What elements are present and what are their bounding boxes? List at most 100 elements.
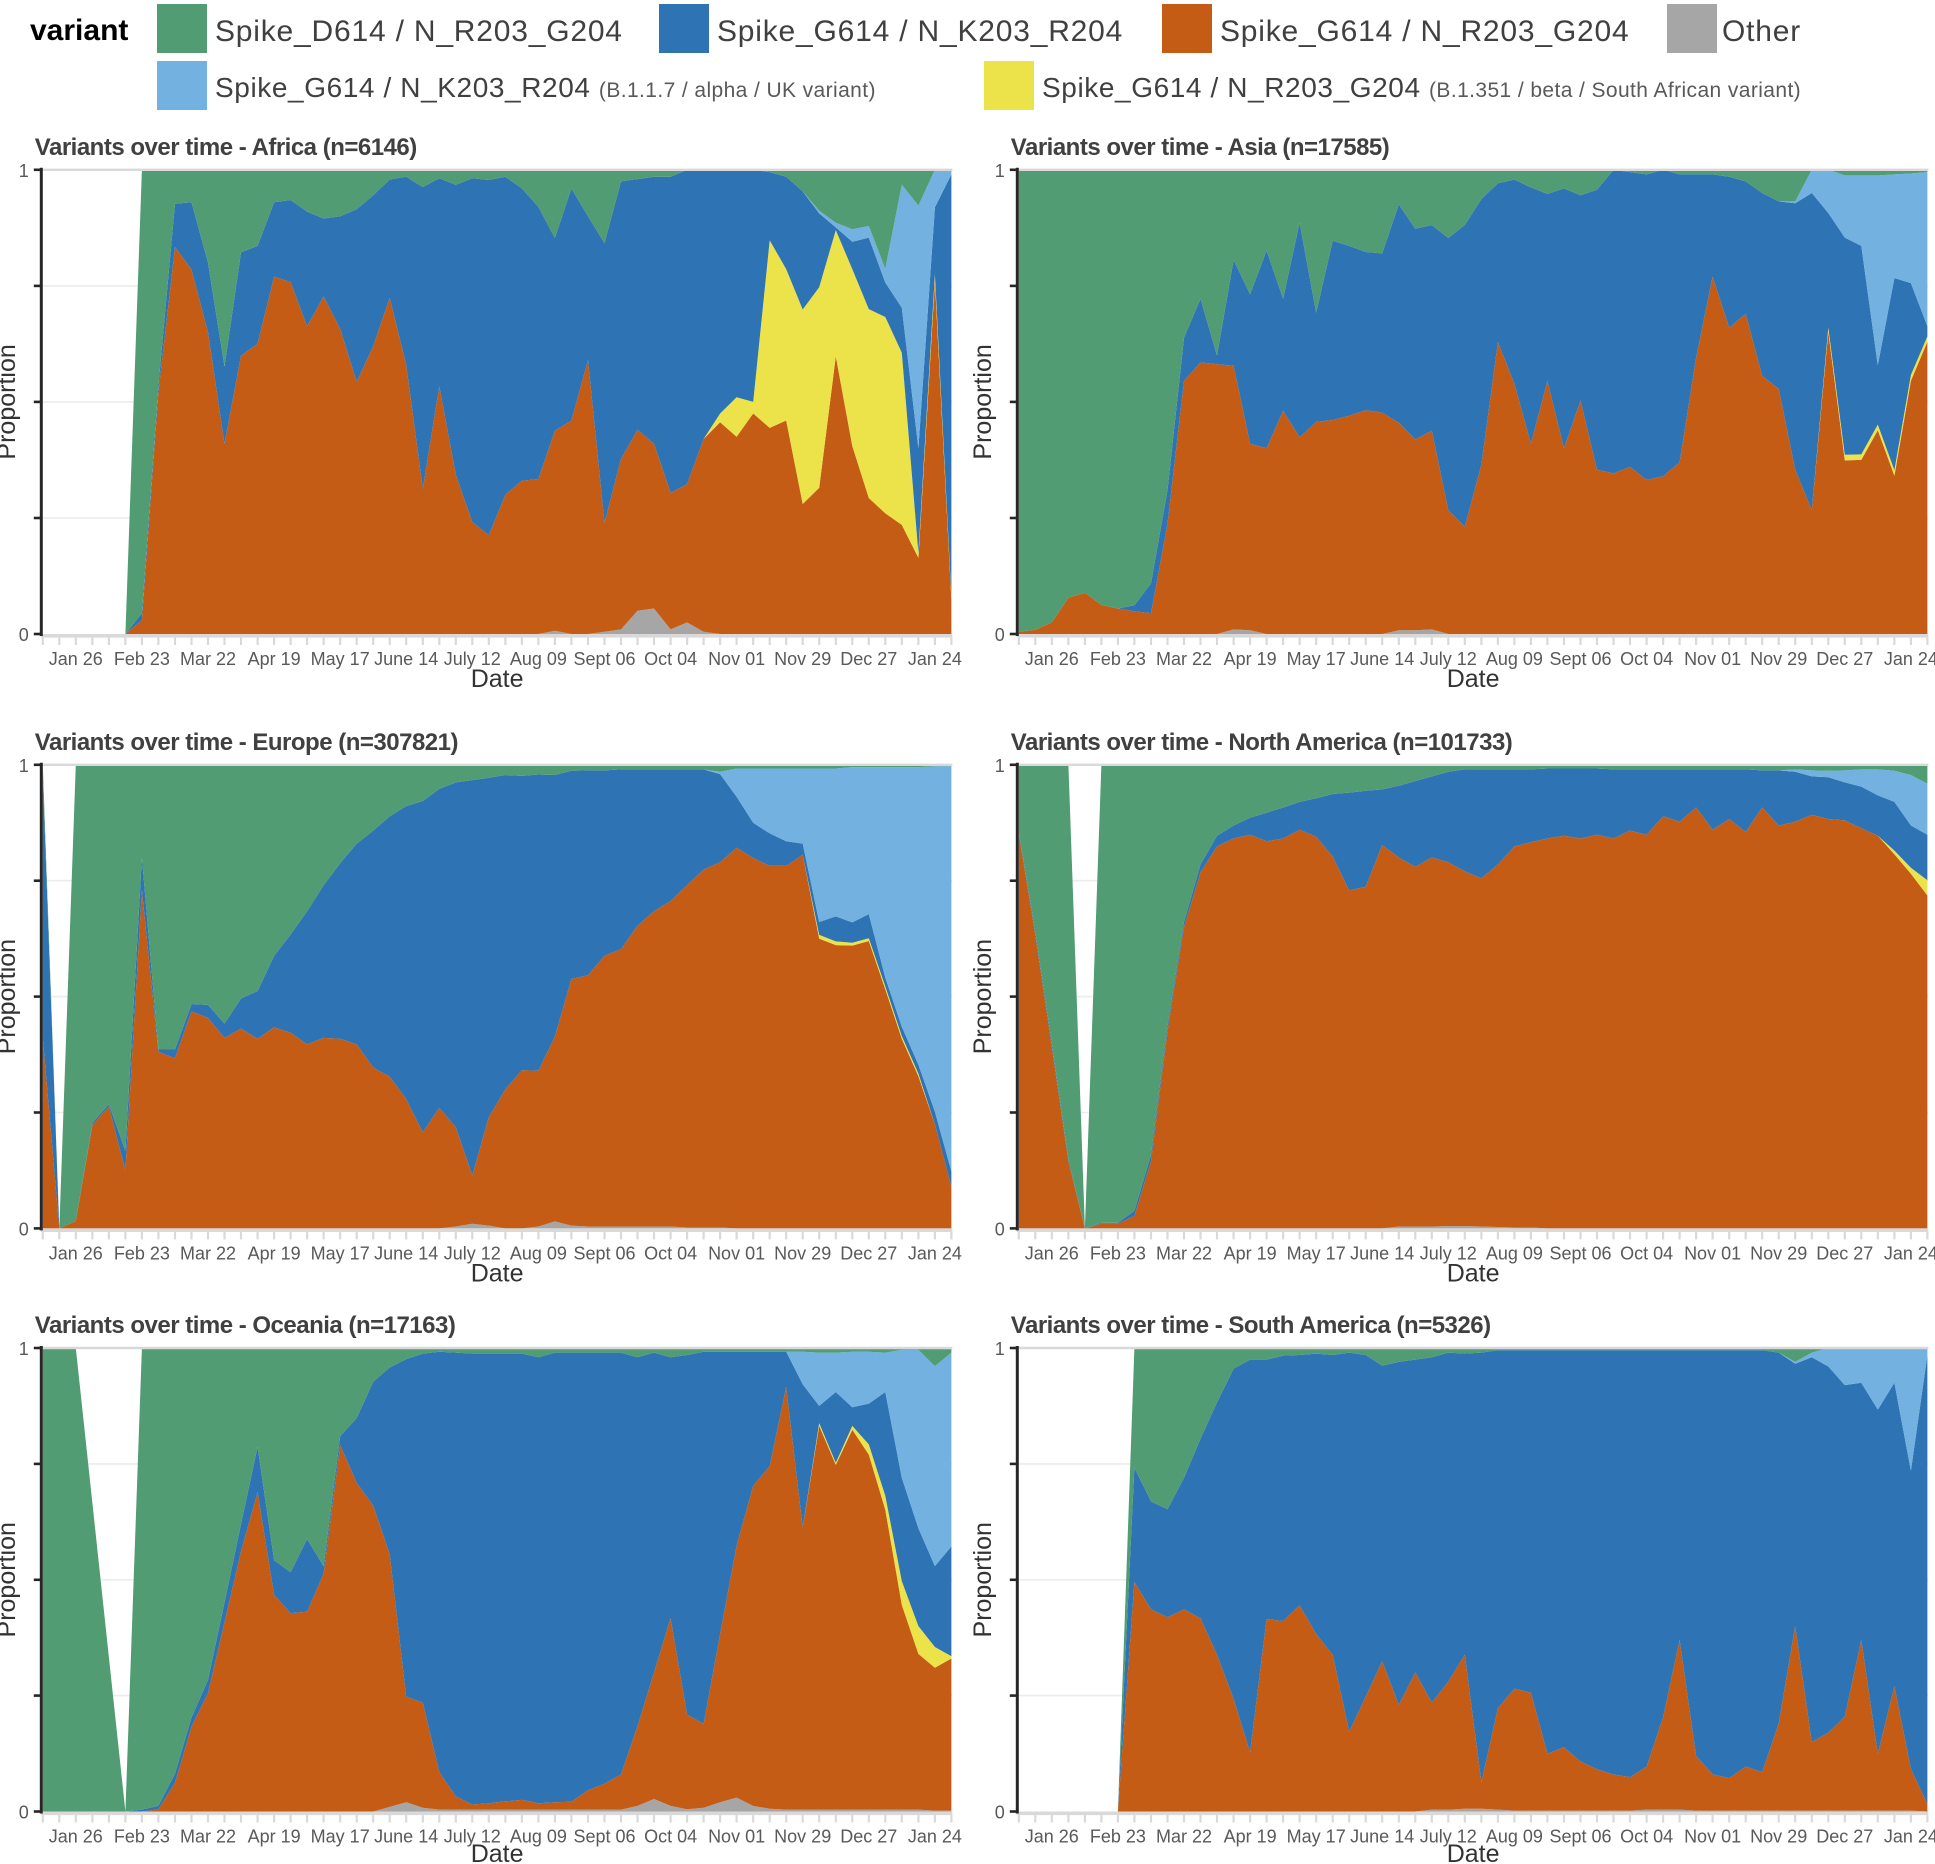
svg-text:Oct 04: Oct 04 <box>644 1243 697 1263</box>
svg-text:Sept 06: Sept 06 <box>573 649 635 669</box>
svg-text:Sept 06: Sept 06 <box>1549 649 1611 669</box>
svg-text:Date: Date <box>1447 1840 1500 1864</box>
svg-text:Sept 06: Sept 06 <box>573 1827 635 1847</box>
svg-text:Variants over time - North Ame: Variants over time - North America (n=10… <box>1011 729 1513 756</box>
svg-text:May 17: May 17 <box>311 1243 370 1263</box>
svg-text:Jan 24: Jan 24 <box>908 1827 962 1847</box>
svg-text:Feb 23: Feb 23 <box>114 1827 170 1847</box>
svg-text:Dec 27: Dec 27 <box>840 1243 897 1263</box>
svg-text:Mar 22: Mar 22 <box>1156 1243 1212 1263</box>
svg-text:Oct 04: Oct 04 <box>1620 1243 1673 1263</box>
svg-text:Nov 01: Nov 01 <box>1684 649 1741 669</box>
svg-text:Dec 27: Dec 27 <box>840 649 897 669</box>
svg-text:Variants over time - Europe (n: Variants over time - Europe (n=307821) <box>35 729 458 756</box>
svg-text:Dec 27: Dec 27 <box>840 1827 897 1847</box>
svg-text:Proportion: Proportion <box>0 344 21 459</box>
svg-text:Feb 23: Feb 23 <box>1090 1243 1146 1263</box>
svg-text:Nov 01: Nov 01 <box>708 649 765 669</box>
svg-text:Dec 27: Dec 27 <box>1816 649 1873 669</box>
svg-text:1: 1 <box>19 756 29 776</box>
svg-text:Variants over time - Africa (n: Variants over time - Africa (n=6146) <box>35 134 417 161</box>
svg-text:1: 1 <box>19 161 29 181</box>
svg-text:Sept 06: Sept 06 <box>1549 1243 1611 1263</box>
svg-text:Oct 04: Oct 04 <box>1620 649 1673 669</box>
svg-text:Nov 01: Nov 01 <box>1684 1243 1741 1263</box>
svg-text:Nov 29: Nov 29 <box>774 1827 831 1847</box>
svg-text:Mar 22: Mar 22 <box>180 649 236 669</box>
svg-text:Apr 19: Apr 19 <box>248 1827 301 1847</box>
svg-text:Date: Date <box>1447 665 1500 693</box>
svg-text:Jan 24: Jan 24 <box>1884 1243 1935 1263</box>
svg-text:Jan 26: Jan 26 <box>49 649 103 669</box>
svg-text:Variants over time - Oceania (: Variants over time - Oceania (n=17163) <box>35 1312 456 1339</box>
svg-text:Nov 29: Nov 29 <box>1750 1243 1807 1263</box>
svg-text:Nov 01: Nov 01 <box>708 1243 765 1263</box>
svg-text:Proportion: Proportion <box>969 344 997 459</box>
svg-text:May 17: May 17 <box>311 1827 370 1847</box>
svg-text:Oct 04: Oct 04 <box>644 649 697 669</box>
svg-text:Nov 29: Nov 29 <box>774 649 831 669</box>
svg-text:Aug 09: Aug 09 <box>510 1243 567 1263</box>
svg-text:Jan 24: Jan 24 <box>908 1243 962 1263</box>
svg-text:Mar 22: Mar 22 <box>1156 1827 1212 1847</box>
svg-text:1: 1 <box>995 1339 1005 1359</box>
svg-text:Jan 24: Jan 24 <box>1884 1827 1935 1847</box>
svg-text:1: 1 <box>995 756 1005 776</box>
svg-text:Apr 19: Apr 19 <box>1224 649 1277 669</box>
svg-text:Jan 26: Jan 26 <box>1025 1243 1079 1263</box>
svg-text:Jan 26: Jan 26 <box>1025 649 1079 669</box>
svg-text:Other: Other <box>1722 15 1801 48</box>
svg-text:Dec 27: Dec 27 <box>1816 1243 1873 1263</box>
svg-text:May 17: May 17 <box>1287 649 1346 669</box>
svg-text:Nov 01: Nov 01 <box>708 1827 765 1847</box>
svg-text:Date: Date <box>471 1259 524 1287</box>
svg-text:May 17: May 17 <box>1287 1243 1346 1263</box>
svg-text:July 12: July 12 <box>444 1827 501 1847</box>
svg-text:0: 0 <box>19 1803 29 1823</box>
svg-text:Apr 19: Apr 19 <box>248 1243 301 1263</box>
svg-text:Aug 09: Aug 09 <box>1486 1827 1543 1847</box>
svg-text:Nov 29: Nov 29 <box>1750 1827 1807 1847</box>
svg-text:Mar 22: Mar 22 <box>180 1827 236 1847</box>
svg-text:Jan 24: Jan 24 <box>908 649 962 669</box>
svg-text:Jan 24: Jan 24 <box>1884 649 1935 669</box>
svg-text:Spike_D614 / N_R203_G204: Spike_D614 / N_R203_G204 <box>215 15 623 48</box>
svg-text:Date: Date <box>471 1840 524 1864</box>
svg-text:Aug 09: Aug 09 <box>510 649 567 669</box>
svg-text:June 14: June 14 <box>374 1827 438 1847</box>
svg-text:June 14: June 14 <box>1350 649 1414 669</box>
svg-text:Nov 29: Nov 29 <box>774 1243 831 1263</box>
svg-text:Aug 09: Aug 09 <box>1486 1243 1543 1263</box>
svg-text:Dec 27: Dec 27 <box>1816 1827 1873 1847</box>
svg-text:Variants over time - South Ame: Variants over time - South America (n=53… <box>1011 1312 1491 1339</box>
svg-text:Feb 23: Feb 23 <box>114 649 170 669</box>
svg-text:Proportion: Proportion <box>0 1522 21 1637</box>
svg-text:Variants over time - Asia (n=1: Variants over time - Asia (n=17585) <box>1011 134 1389 161</box>
svg-text:July 12: July 12 <box>1420 649 1477 669</box>
svg-text:Jan 26: Jan 26 <box>49 1243 103 1263</box>
svg-text:Date: Date <box>1447 1259 1500 1287</box>
svg-text:Date: Date <box>471 665 524 693</box>
svg-text:Spike_G614 / N_K203_R204: Spike_G614 / N_K203_R204 <box>717 15 1123 48</box>
svg-text:Sept 06: Sept 06 <box>1549 1827 1611 1847</box>
svg-text:Spike_G614 / N_R203_G204: Spike_G614 / N_R203_G204 <box>1220 15 1629 48</box>
svg-text:July 12: July 12 <box>444 649 501 669</box>
svg-text:June 14: June 14 <box>374 649 438 669</box>
svg-text:Feb 23: Feb 23 <box>1090 649 1146 669</box>
svg-text:0: 0 <box>995 1803 1005 1823</box>
svg-text:Aug 09: Aug 09 <box>510 1827 567 1847</box>
svg-text:Oct 04: Oct 04 <box>644 1827 697 1847</box>
svg-text:July 12: July 12 <box>444 1243 501 1263</box>
svg-text:Aug 09: Aug 09 <box>1486 649 1543 669</box>
svg-text:Feb 23: Feb 23 <box>114 1243 170 1263</box>
svg-text:0: 0 <box>995 1219 1005 1239</box>
svg-text:Feb 23: Feb 23 <box>1090 1827 1146 1847</box>
svg-text:Sept 06: Sept 06 <box>573 1243 635 1263</box>
svg-text:Nov 01: Nov 01 <box>1684 1827 1741 1847</box>
svg-text:Apr 19: Apr 19 <box>1224 1827 1277 1847</box>
svg-text:June 14: June 14 <box>374 1243 438 1263</box>
svg-text:June 14: June 14 <box>1350 1827 1414 1847</box>
svg-text:Proportion: Proportion <box>0 939 21 1054</box>
svg-text:July 12: July 12 <box>1420 1827 1477 1847</box>
svg-text:Proportion: Proportion <box>969 939 997 1054</box>
